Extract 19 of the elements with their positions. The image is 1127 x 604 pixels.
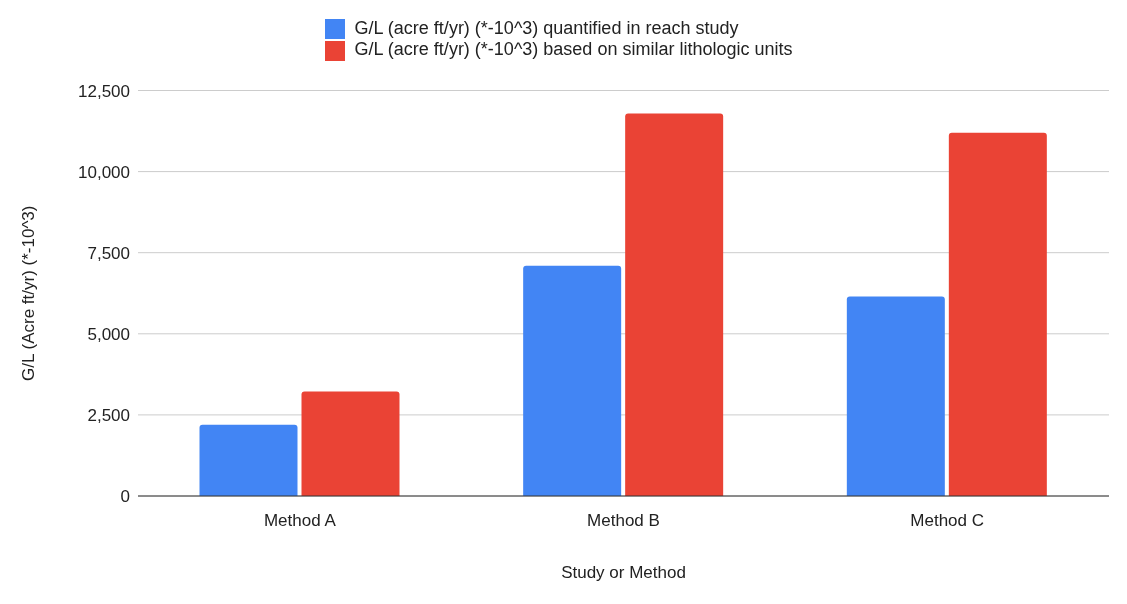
y-tick-label: 10,000	[78, 162, 130, 182]
x-tick-label: Method A	[263, 511, 337, 531]
bar	[948, 132, 1047, 496]
legend-label: G/L (acre ft/yr) (*-10^3) quantified in reach study	[354, 18, 739, 38]
x-axis-title: Study or Method	[561, 563, 686, 582]
bar	[625, 113, 724, 496]
y-tick-label: 0	[120, 487, 130, 507]
bar	[846, 296, 945, 496]
legend-label: G/L (acre ft/yr) (*-10^3) based on similar lithologic units	[354, 39, 793, 60]
x-tick-label: Method C	[910, 511, 985, 531]
bar	[301, 391, 400, 496]
bar	[523, 265, 622, 496]
y-tick-label: 12,500	[78, 81, 130, 101]
y-tick-label: 7,500	[87, 243, 130, 263]
x-tick-label: Method B	[587, 511, 660, 531]
bar	[199, 424, 298, 496]
y-axis-title: G/L (Acre ft/yr) (*-10^3)	[19, 205, 39, 381]
y-tick-label: 2,500	[87, 405, 130, 425]
y-tick-label: 5,000	[87, 324, 130, 344]
